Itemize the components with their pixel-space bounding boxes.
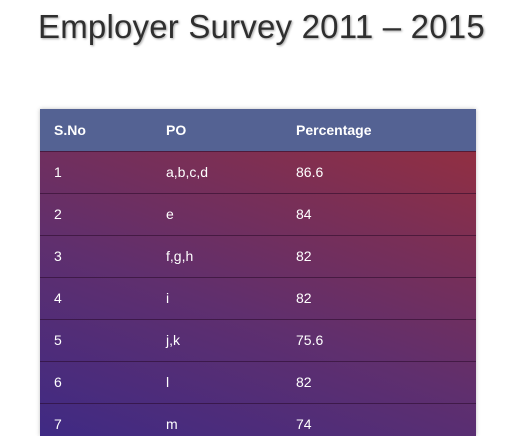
cell-percentage: 82 xyxy=(296,248,312,264)
cell-sno: 3 xyxy=(54,248,62,264)
cell-po: a,b,c,d xyxy=(166,164,209,180)
table-row: 5 j,k 75.6 xyxy=(40,319,476,361)
cell-po: j,k xyxy=(166,332,180,348)
header-po: PO xyxy=(166,121,187,138)
cell-po: m xyxy=(166,416,178,433)
cell-percentage: 86.6 xyxy=(296,164,324,180)
cell-po: l xyxy=(166,374,170,390)
header-sno: S.No xyxy=(54,121,86,138)
table-row: 3 f,g,h 82 xyxy=(40,235,476,277)
cell-percentage: 74 xyxy=(296,416,312,433)
cell-po: e xyxy=(166,206,174,222)
cell-po: f,g,h xyxy=(166,248,194,264)
cell-sno: 5 xyxy=(54,332,62,348)
cell-percentage: 75.6 xyxy=(296,332,324,348)
cell-percentage: 82 xyxy=(296,290,312,306)
survey-table: S.No PO Percentage 1 a,b,c,d 86.6 2 e 84… xyxy=(40,109,476,436)
cell-sno: 6 xyxy=(54,374,62,390)
cell-sno: 2 xyxy=(54,206,62,222)
survey-table-container: S.No PO Percentage 1 a,b,c,d 86.6 2 e 84… xyxy=(40,109,476,436)
cell-po: i xyxy=(166,290,170,306)
table-row: 7 m 74 xyxy=(40,403,476,436)
table-row: 1 a,b,c,d 86.6 xyxy=(40,151,476,193)
table-header-row: S.No PO Percentage xyxy=(40,109,476,151)
cell-percentage: 82 xyxy=(296,374,312,390)
table-row: 2 e 84 xyxy=(40,193,476,235)
table-row: 4 i 82 xyxy=(40,277,476,319)
table-row: 6 l 82 xyxy=(40,361,476,403)
table-header: S.No PO Percentage xyxy=(40,109,476,151)
header-percentage: Percentage xyxy=(296,121,372,138)
cell-percentage: 84 xyxy=(296,206,312,222)
table-body: 1 a,b,c,d 86.6 2 e 84 3 f,g,h 82 4 i xyxy=(40,151,476,436)
cell-sno: 1 xyxy=(54,164,62,180)
cell-sno: 4 xyxy=(54,290,62,306)
page-title: Employer Survey 2011 – 2015 xyxy=(38,8,485,45)
cell-sno: 7 xyxy=(54,416,62,433)
